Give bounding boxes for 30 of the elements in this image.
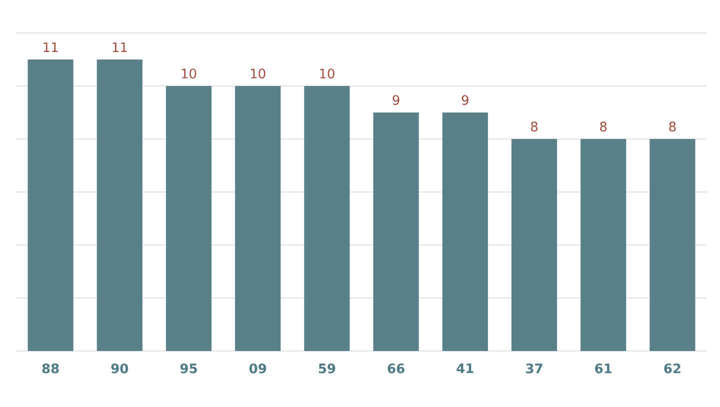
data-label: 8 xyxy=(600,122,607,132)
x-tick-label: 62 xyxy=(664,364,680,374)
x-tick-label: 90 xyxy=(111,364,128,374)
x-tick-label: 09 xyxy=(249,364,266,374)
x-tick-label: 59 xyxy=(318,364,336,374)
data-label: 11 xyxy=(44,42,58,52)
data-label: 8 xyxy=(669,122,676,132)
bar xyxy=(96,59,142,351)
x-tick-label: 37 xyxy=(526,364,542,374)
data-label: 10 xyxy=(182,68,196,78)
x-tick-label: 95 xyxy=(180,364,197,374)
bar xyxy=(304,86,350,351)
data-label: 10 xyxy=(320,68,334,78)
bar xyxy=(373,112,419,351)
bar xyxy=(166,86,212,351)
data-label: 11 xyxy=(112,42,127,52)
bar xyxy=(511,138,558,351)
data-label: 10 xyxy=(251,68,266,78)
bar xyxy=(442,112,488,351)
bar xyxy=(28,59,74,351)
x-tick-label: 41 xyxy=(456,364,474,373)
bar xyxy=(580,138,626,351)
bar xyxy=(650,138,696,351)
x-tick-label: 61 xyxy=(595,364,612,374)
x-tick-label: 66 xyxy=(388,364,404,374)
data-label: 9 xyxy=(462,95,468,105)
bar xyxy=(235,86,281,351)
x-tick-label: 88 xyxy=(42,364,59,374)
data-label: 8 xyxy=(530,122,538,132)
data-label: 9 xyxy=(392,95,400,105)
